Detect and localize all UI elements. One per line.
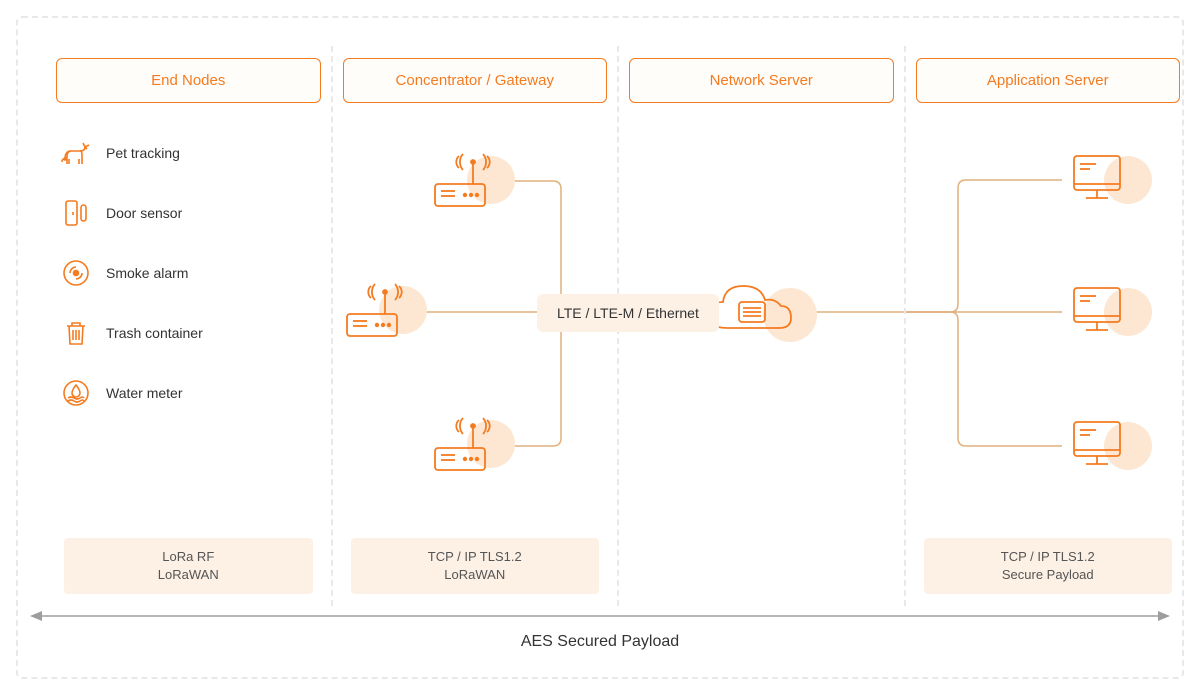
- columns-container: End Nodes Pet tracki: [46, 46, 1190, 606]
- end-item-trash: Trash container: [60, 317, 321, 349]
- footer-gateway: TCP / IP TLS1.2 LoRaWAN: [351, 538, 600, 594]
- header-gateway: Concentrator / Gateway: [343, 58, 608, 103]
- gateway-middle: [335, 276, 415, 346]
- footer-end-nodes: LoRa RF LoRaWAN: [64, 538, 313, 594]
- monitor-middle: [1062, 278, 1140, 346]
- aes-section: AES Secured Payload: [46, 609, 1154, 651]
- end-label-pet: Pet tracking: [106, 145, 180, 161]
- end-item-door: Door sensor: [60, 197, 321, 229]
- smoke-icon: [60, 257, 92, 289]
- end-item-pet: Pet tracking: [60, 137, 321, 169]
- header-network: Network Server: [629, 58, 894, 103]
- gateway-icon: [335, 276, 415, 346]
- col-end-nodes: End Nodes Pet tracki: [46, 46, 333, 606]
- gateway-icon: [423, 146, 503, 216]
- pet-icon: [60, 137, 92, 169]
- door-icon: [60, 197, 92, 229]
- end-label-water: Water meter: [106, 385, 183, 401]
- footer4-line2: Secure Payload: [1002, 567, 1094, 582]
- monitor-icon: [1062, 146, 1140, 214]
- monitor-top: [1062, 146, 1140, 214]
- aes-arrow: [28, 609, 1172, 623]
- footer4-line1: TCP / IP TLS1.2: [1001, 549, 1095, 564]
- header-end-nodes: End Nodes: [56, 58, 321, 103]
- gateway-icon: [423, 410, 503, 480]
- end-item-water: Water meter: [60, 377, 321, 409]
- header-app: Application Server: [916, 58, 1181, 103]
- footer2-line1: TCP / IP TLS1.2: [428, 549, 522, 564]
- monitor-bottom: [1062, 412, 1140, 480]
- end-label-smoke: Smoke alarm: [106, 265, 188, 281]
- water-icon: [60, 377, 92, 409]
- end-item-smoke: Smoke alarm: [60, 257, 321, 289]
- col-app: Application Server: [906, 46, 1191, 606]
- trash-icon: [60, 317, 92, 349]
- aes-label: AES Secured Payload: [521, 633, 679, 651]
- footer1-line1: LoRa RF: [162, 549, 214, 564]
- diagram-frame: End Nodes Pet tracki: [16, 16, 1184, 679]
- monitor-icon: [1062, 278, 1140, 346]
- col-network: Network Server LTE / LTE-M / Ethernet: [619, 46, 906, 606]
- lte-label: LTE / LTE-M / Ethernet: [537, 294, 719, 332]
- footer2-line2: LoRaWAN: [444, 567, 505, 582]
- end-label-trash: Trash container: [106, 325, 203, 341]
- gateway-bottom: [423, 410, 503, 480]
- end-node-list: Pet tracking Door sensor: [56, 137, 321, 409]
- monitor-icon: [1062, 412, 1140, 480]
- footer1-line2: LoRaWAN: [158, 567, 219, 582]
- gateway-top: [423, 146, 503, 216]
- end-label-door: Door sensor: [106, 205, 182, 221]
- footer-app: TCP / IP TLS1.2 Secure Payload: [924, 538, 1173, 594]
